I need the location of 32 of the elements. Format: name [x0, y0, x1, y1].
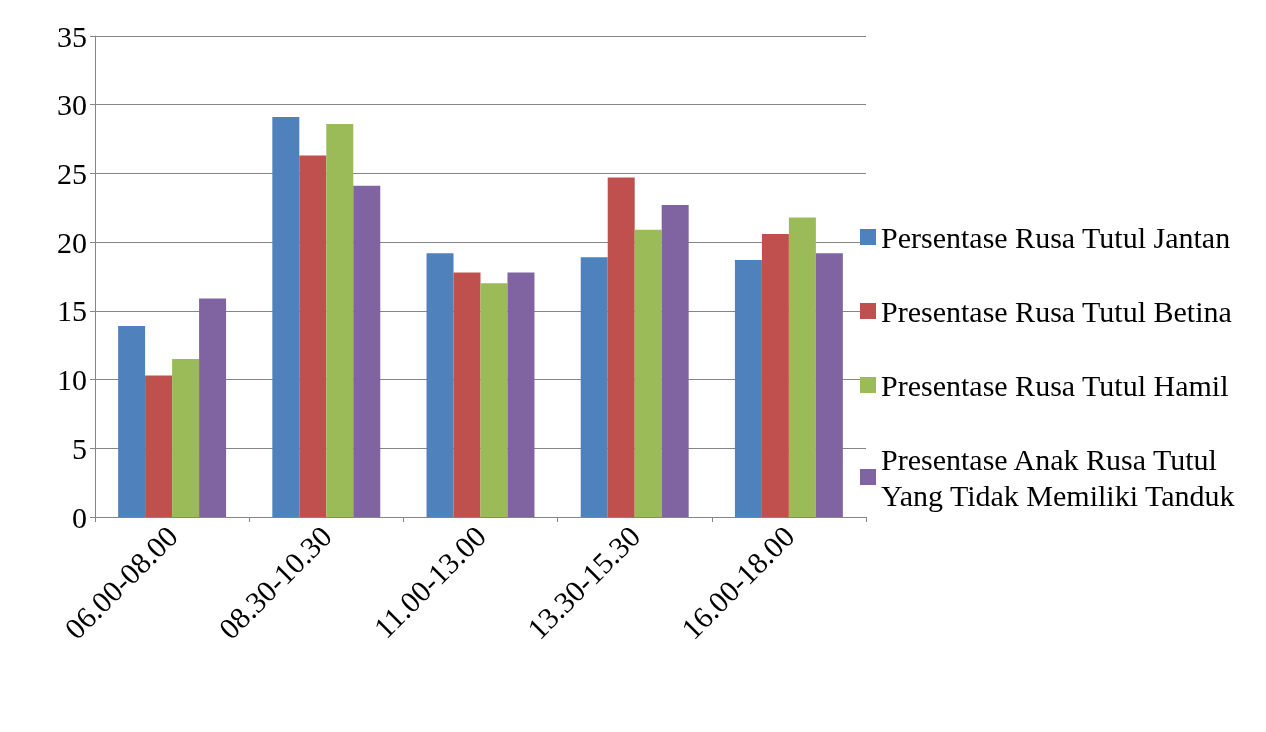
bar [172, 358, 200, 517]
legend-label: Presentase Anak Rusa Tutul Yang Tidak Memiliki Tanduk [881, 442, 1235, 512]
bar [353, 185, 381, 517]
legend-label: Persentase Rusa Tutul Jantan [881, 220, 1231, 254]
bar [761, 233, 789, 517]
bar [580, 257, 608, 517]
bar [634, 229, 662, 517]
bar [734, 260, 762, 517]
bar [453, 272, 481, 517]
bar [272, 117, 300, 517]
y-tick-label: 0 [72, 500, 87, 534]
bar [661, 205, 689, 517]
bar [480, 283, 508, 517]
bar [299, 155, 327, 517]
y-tick-label: 15 [57, 294, 87, 328]
y-tick-label: 30 [57, 88, 87, 122]
bar [815, 253, 843, 517]
bar [118, 325, 146, 517]
y-tick-label: 35 [57, 19, 87, 53]
bar [507, 272, 535, 517]
bar [426, 253, 454, 517]
y-tick-label: 10 [57, 363, 87, 397]
bar [199, 298, 227, 517]
y-tick-label: 5 [72, 431, 87, 465]
bar [326, 123, 354, 517]
bar [145, 375, 173, 517]
y-tick-label: 20 [57, 225, 87, 259]
legend-label: Presentase Rusa Tutul Betina [881, 294, 1232, 328]
bar [788, 217, 816, 517]
legend-label: Presentase Rusa Tutul Hamil [881, 368, 1229, 402]
y-tick-label: 25 [57, 156, 87, 190]
bar [607, 177, 635, 517]
